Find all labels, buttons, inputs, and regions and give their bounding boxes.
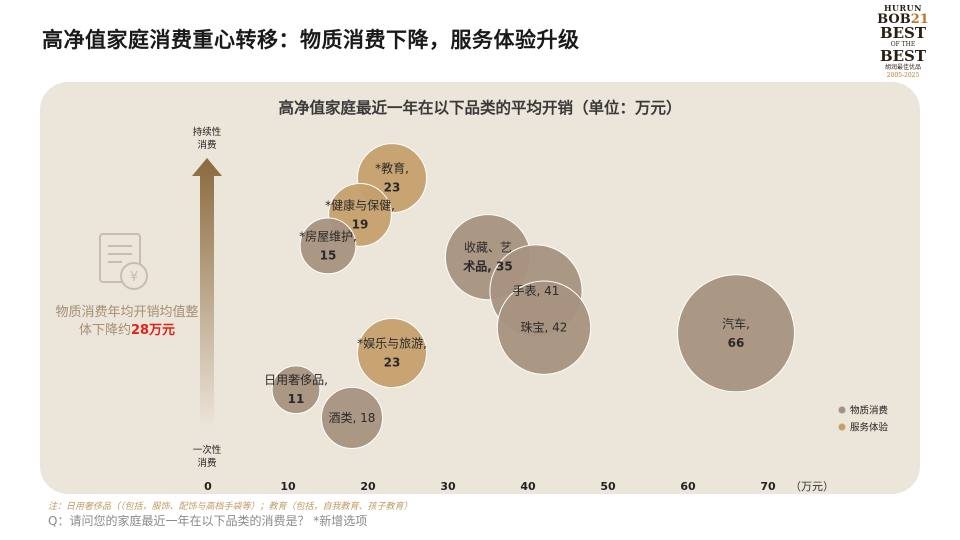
legend-marker — [838, 423, 846, 431]
y-axis-top-label: 持续性 — [193, 126, 222, 138]
legend-label: 服务体验 — [850, 422, 889, 434]
bubble — [356, 318, 428, 389]
bubble-label: *娱乐与旅游, — [357, 337, 427, 351]
bubble-label: *房屋维护, — [299, 228, 357, 243]
bubble-label: 酒类, 18 — [329, 411, 376, 425]
legend-marker — [838, 406, 846, 414]
bubble — [271, 365, 321, 415]
bubble-label: 手表, 41 — [513, 284, 560, 298]
bubble-label: 23 — [384, 356, 401, 370]
bubble-label: 日用奢侈品, — [264, 373, 328, 387]
survey-question: Q：请问您的家庭最近一年在以下品类的消费是？ *新增选项 — [48, 514, 368, 528]
legend-label: 物质消费 — [850, 405, 888, 417]
bubble-label: 11 — [288, 392, 305, 406]
y-axis-arrow — [192, 158, 222, 428]
x-axis-label: （万元） — [790, 480, 834, 493]
bubble — [299, 217, 357, 275]
x-tick-label: 70 — [760, 480, 776, 493]
chart-title: 高净值家庭最近一年在以下品类的平均开销（单位：万元） — [278, 99, 682, 117]
y-axis-bottom-label: 一次性 — [193, 444, 222, 456]
bubble-label: 珠宝, 42 — [521, 321, 568, 335]
bubble-label: 23 — [384, 181, 401, 195]
bubble-label: 收藏、艺 — [464, 241, 512, 255]
bubble — [496, 280, 592, 375]
bubble-label: 术品, 35 — [462, 259, 512, 274]
svg-text:¥: ¥ — [130, 270, 138, 285]
page-title: 高净值家庭消费重心转移：物质消费下降，服务体验升级 — [42, 28, 580, 52]
bubble-label: 15 — [320, 248, 337, 262]
y-axis-bottom-label: 消费 — [197, 457, 216, 469]
hurun-logo: HURUN BOB21 BEST OF THE BEST 胡润最佳优品 2005… — [877, 3, 929, 80]
x-tick-label: 30 — [440, 480, 456, 493]
document-money-icon: ¥ — [99, 233, 148, 290]
bubble-label: *健康与保健, — [325, 197, 395, 212]
bubble-label: *教育, — [375, 161, 409, 176]
x-tick-label: 50 — [600, 480, 616, 493]
x-tick-label: 40 — [520, 480, 536, 493]
bubble-label: 汽车, — [722, 316, 750, 331]
x-tick-label: 60 — [680, 480, 696, 493]
callout-highlight: 28万元 — [130, 323, 176, 338]
footnote: 注：日用奢侈品（（包括，服饰、配饰与高档手袋等）；教育（包括，自我教育、孩子教育… — [48, 502, 413, 512]
bubble — [320, 386, 384, 449]
bubble-label: 66 — [728, 336, 745, 350]
x-tick-label: 10 — [280, 480, 296, 493]
bubble-label: 19 — [352, 217, 369, 231]
x-tick-label: 0 — [204, 480, 212, 493]
callout-text: 物质消费年均开销均值整体下降约28万元 — [55, 305, 199, 338]
y-axis-top-label: 消费 — [197, 139, 216, 151]
bubble — [677, 274, 795, 393]
x-tick-label: 20 — [360, 480, 376, 493]
